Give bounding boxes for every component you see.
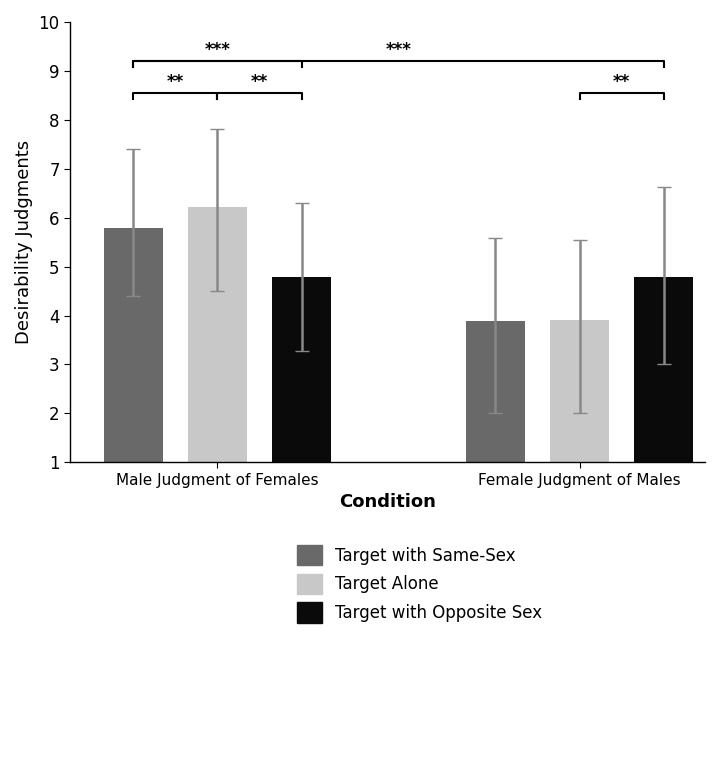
Legend: Target with Same-Sex, Target Alone, Target with Opposite Sex: Target with Same-Sex, Target Alone, Targ… (288, 537, 550, 631)
Text: **: ** (167, 73, 184, 91)
Text: ***: *** (385, 41, 411, 59)
Y-axis label: Desirability Judgments: Desirability Judgments (15, 140, 33, 344)
Text: ***: *** (204, 41, 230, 59)
Text: **: ** (613, 73, 630, 91)
X-axis label: Condition: Condition (339, 493, 436, 511)
Text: **: ** (251, 73, 268, 91)
Bar (104, 228, 163, 462)
Bar (634, 277, 693, 462)
Bar (550, 320, 609, 462)
Bar (466, 322, 525, 462)
Bar (272, 277, 331, 462)
Bar (188, 207, 247, 462)
